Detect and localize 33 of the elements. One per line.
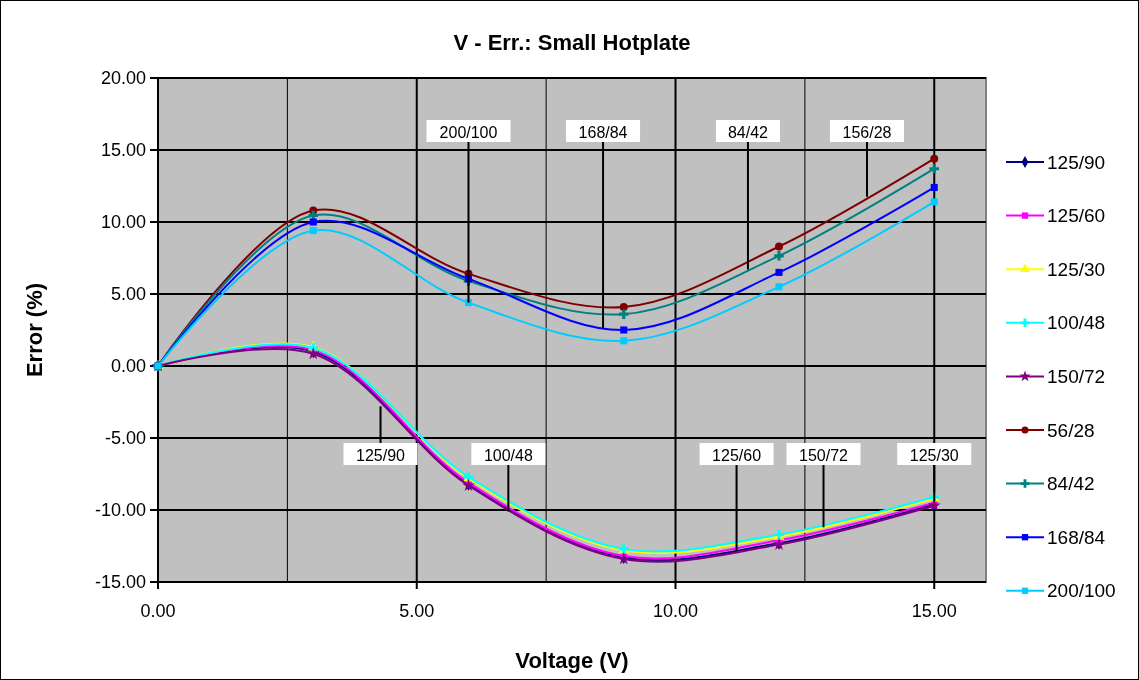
annotation: 125/30 — [909, 446, 959, 464]
x-axis-title: Voltage (V) — [515, 648, 629, 673]
y-tick-label: 20.00 — [100, 68, 146, 89]
y-tick-label: -10.00 — [94, 500, 146, 521]
x-tick-label: 0.00 — [140, 601, 176, 621]
y-tick-label: 0.00 — [110, 356, 146, 377]
x-tick-label: 5.00 — [399, 601, 435, 621]
y-tick-label: -5.00 — [104, 428, 146, 449]
y-tick-label: 5.00 — [110, 284, 146, 305]
y-axis-title: Error (%) — [22, 282, 47, 378]
annotation: 100/48 — [483, 446, 533, 464]
legend-label: 125/30 — [1047, 258, 1106, 280]
chart-title: V - Err.: Small Hotplate — [453, 30, 691, 55]
annotation: 84/42 — [727, 123, 769, 141]
y-tick-label: 15.00 — [100, 140, 146, 161]
legend-label: 100/48 — [1047, 312, 1106, 334]
y-tick-label: -15.00 — [94, 572, 146, 593]
annotation: 150/72 — [799, 446, 849, 464]
legend-label: 125/60 — [1047, 205, 1106, 227]
annotation: 125/90 — [356, 446, 406, 464]
legend-label: 84/42 — [1047, 473, 1095, 495]
annotation: 125/60 — [712, 446, 762, 464]
legend-label: 56/28 — [1047, 419, 1095, 441]
legend-label: 125/90 — [1047, 151, 1106, 173]
legend-label: 200/100 — [1047, 580, 1116, 602]
legend-label: 150/72 — [1047, 366, 1106, 388]
x-tick-label: 10.00 — [652, 601, 699, 621]
y-tick-label: 10.00 — [100, 212, 146, 233]
x-tick-label: 15.00 — [911, 601, 957, 621]
annotation: 168/84 — [578, 123, 628, 141]
legend-label: 168/84 — [1047, 526, 1106, 548]
annotation: 156/28 — [842, 123, 892, 141]
annotation: 200/100 — [439, 123, 498, 141]
